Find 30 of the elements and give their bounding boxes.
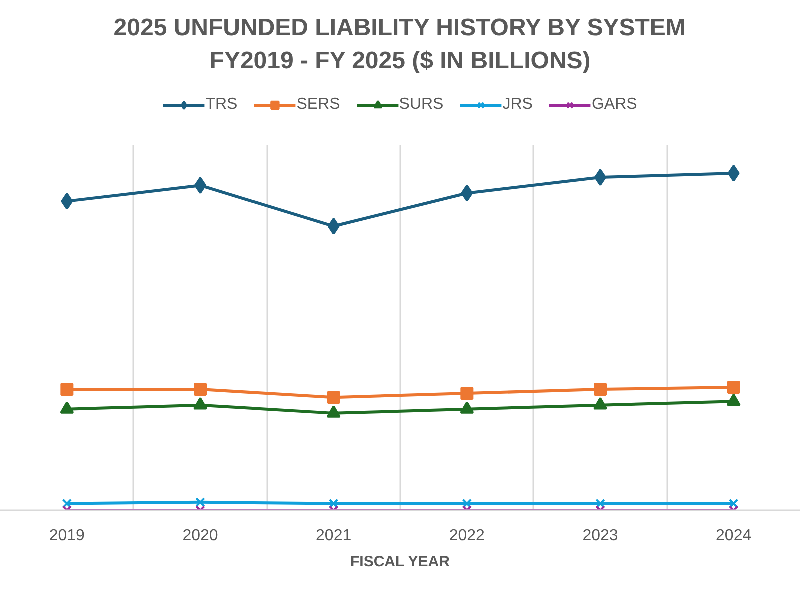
x-tick-label: 2021 — [316, 528, 352, 544]
x-tick-label: 2024 — [716, 528, 752, 544]
point — [328, 218, 340, 235]
point — [461, 184, 474, 202]
legend-label: GARS — [592, 96, 638, 114]
legend-label: JRS — [502, 96, 533, 114]
point — [326, 406, 341, 418]
legend-label: SURS — [399, 96, 444, 114]
x-tick-label: 2019 — [49, 528, 86, 544]
point — [60, 401, 74, 414]
x-tick-label: 2023 — [582, 528, 618, 544]
point — [728, 164, 740, 182]
legend-label: TRS — [206, 96, 238, 114]
point — [194, 397, 208, 410]
point — [194, 383, 207, 396]
point — [460, 401, 474, 414]
x-tick-label: 2020 — [182, 528, 218, 544]
point — [594, 397, 608, 410]
chart-subtitle: FY2019 - FY 2025 ($ IN BILLIONS) — [210, 48, 591, 74]
point — [60, 383, 74, 396]
point — [726, 394, 741, 406]
point — [61, 192, 74, 210]
chart-title: 2025 UNFUNDED LIABILITY HISTORY BY SYSTEM — [114, 14, 686, 42]
x-axis-title: FISCAL YEAR — [350, 554, 450, 570]
point — [460, 387, 474, 400]
point — [594, 383, 607, 396]
point — [327, 391, 340, 404]
legend-label: SERS — [296, 96, 340, 114]
point — [727, 380, 740, 394]
x-tick-label: 2022 — [449, 528, 486, 544]
